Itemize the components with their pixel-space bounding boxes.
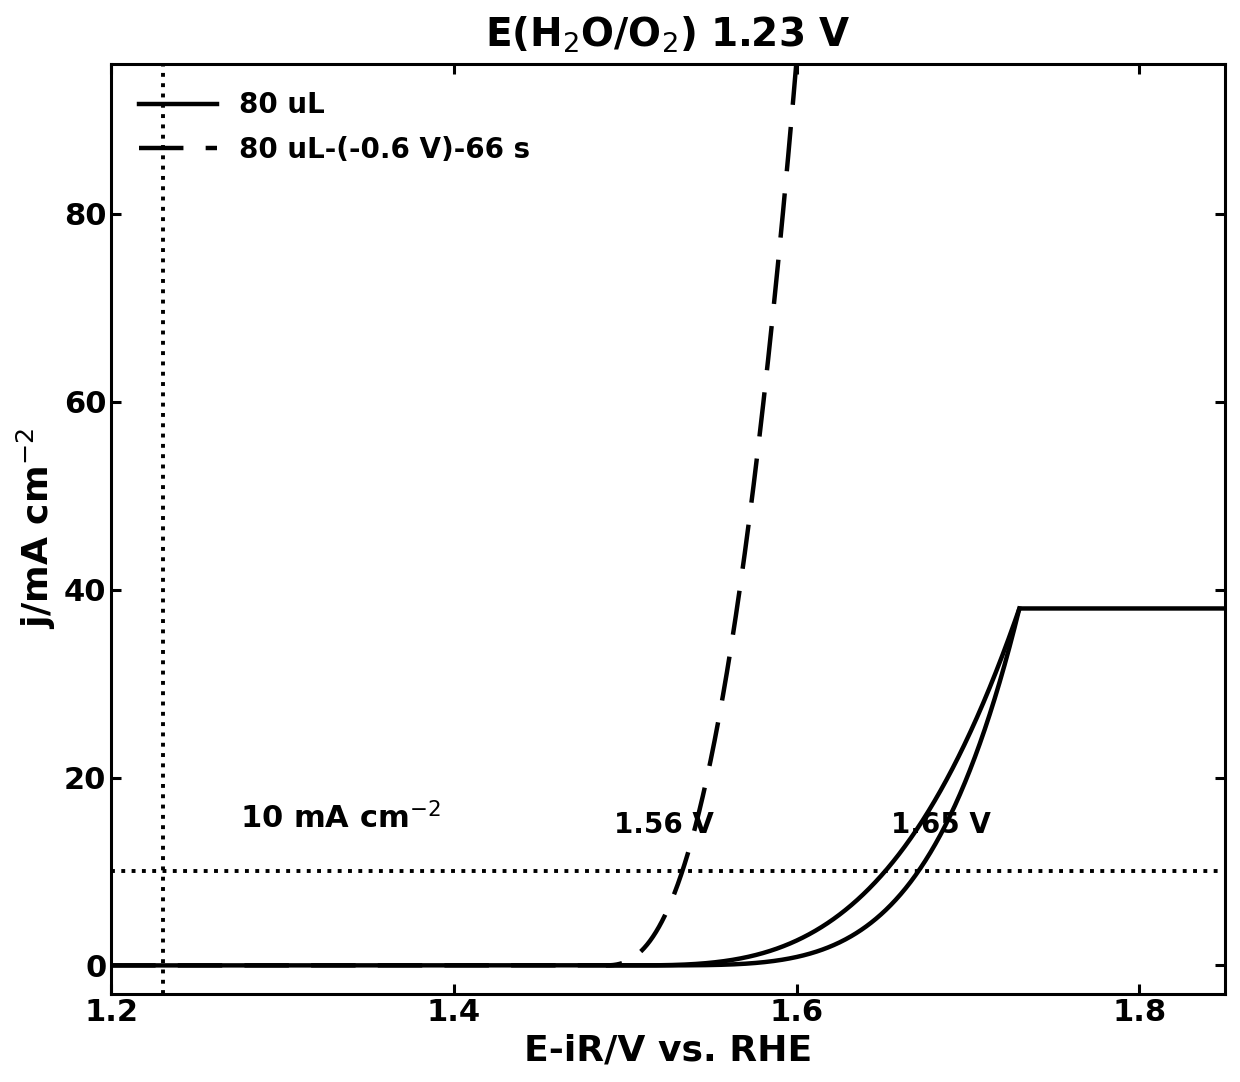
- Legend: 80 uL, 80 uL-(-0.6 V)-66 s: 80 uL, 80 uL-(-0.6 V)-66 s: [125, 78, 544, 179]
- 80 uL: [104, 959, 119, 972]
- Title: E(H$_2$O/O$_2$) 1.23 V: E(H$_2$O/O$_2$) 1.23 V: [485, 15, 851, 55]
- 80 uL-(-0.6 V)-66 s: [231, 959, 246, 972]
- Text: 1.65 V: 1.65 V: [890, 810, 991, 839]
- 80 uL: [1076, 602, 1091, 615]
- X-axis label: E-iR/V vs. RHE: E-iR/V vs. RHE: [525, 1033, 812, 1067]
- 80 uL: [231, 959, 246, 972]
- 80 uL: [296, 959, 311, 972]
- 80 uL-(-0.6 V)-66 s: [531, 959, 546, 972]
- 80 uL: [579, 959, 594, 972]
- Text: 10 mA cm$^{-2}$: 10 mA cm$^{-2}$: [239, 802, 440, 834]
- 80 uL-(-0.6 V)-66 s: [579, 959, 594, 972]
- Text: 1.56 V: 1.56 V: [615, 810, 714, 839]
- 80 uL-(-0.6 V)-66 s: [296, 959, 311, 972]
- Line: 80 uL: 80 uL: [112, 608, 1225, 965]
- Y-axis label: j/mA cm$^{-2}$: j/mA cm$^{-2}$: [15, 428, 58, 629]
- 80 uL-(-0.6 V)-66 s: [104, 959, 119, 972]
- Line: 80 uL-(-0.6 V)-66 s: 80 uL-(-0.6 V)-66 s: [112, 0, 1225, 965]
- 80 uL: [1012, 602, 1027, 615]
- 80 uL: [531, 959, 546, 972]
- 80 uL: [1197, 602, 1211, 615]
- 80 uL: [1218, 602, 1233, 615]
